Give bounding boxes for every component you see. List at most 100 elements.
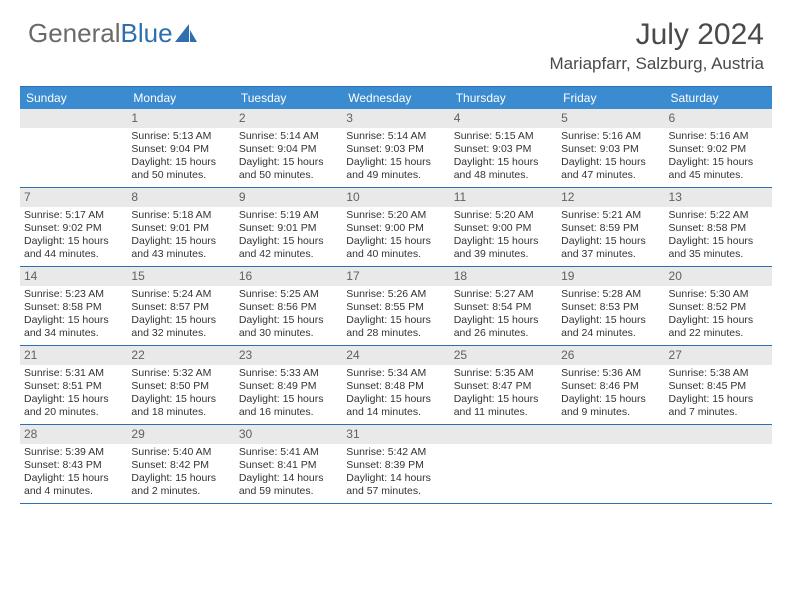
sunrise-text: Sunrise: 5:20 AM [346,209,445,222]
sunset-text: Sunset: 8:48 PM [346,380,445,393]
daylight-text: and 37 minutes. [561,248,660,261]
daylight-text: Daylight: 15 hours [239,235,338,248]
empty-cell [20,109,127,187]
daylight-text: and 43 minutes. [131,248,230,261]
daylight-text: and 48 minutes. [454,169,553,182]
day-number: 1 [127,109,234,128]
sunset-text: Sunset: 9:00 PM [346,222,445,235]
daylight-text: and 50 minutes. [131,169,230,182]
sunrise-text: Sunrise: 5:14 AM [346,130,445,143]
sunset-text: Sunset: 8:51 PM [24,380,123,393]
day-number: 7 [20,188,127,207]
day-cell: 29Sunrise: 5:40 AMSunset: 8:42 PMDayligh… [127,425,234,503]
daylight-text: and 47 minutes. [561,169,660,182]
week-row: 21Sunrise: 5:31 AMSunset: 8:51 PMDayligh… [20,346,772,425]
daylight-text: Daylight: 14 hours [346,472,445,485]
sunset-text: Sunset: 8:56 PM [239,301,338,314]
daylight-text: Daylight: 15 hours [561,393,660,406]
daylight-text: and 18 minutes. [131,406,230,419]
daylight-text: Daylight: 15 hours [131,472,230,485]
daylight-text: Daylight: 15 hours [346,393,445,406]
day-number: 27 [665,346,772,365]
daylight-text: and 14 minutes. [346,406,445,419]
day-cell: 16Sunrise: 5:25 AMSunset: 8:56 PMDayligh… [235,267,342,345]
day-number: 14 [20,267,127,286]
day-number [665,425,772,444]
sunset-text: Sunset: 9:03 PM [454,143,553,156]
daylight-text: and 20 minutes. [24,406,123,419]
dow-tue: Tuesday [235,87,342,109]
sunrise-text: Sunrise: 5:33 AM [239,367,338,380]
sunrise-text: Sunrise: 5:24 AM [131,288,230,301]
day-number: 22 [127,346,234,365]
month-title: July 2024 [550,18,764,52]
header: General Blue July 2024 Mariapfarr, Salzb… [0,0,792,78]
sunset-text: Sunset: 8:47 PM [454,380,553,393]
sunrise-text: Sunrise: 5:41 AM [239,446,338,459]
day-cell: 14Sunrise: 5:23 AMSunset: 8:58 PMDayligh… [20,267,127,345]
day-cell: 8Sunrise: 5:18 AMSunset: 9:01 PMDaylight… [127,188,234,266]
sunrise-text: Sunrise: 5:27 AM [454,288,553,301]
week-row: 7Sunrise: 5:17 AMSunset: 9:02 PMDaylight… [20,188,772,267]
day-number: 28 [20,425,127,444]
day-cell: 1Sunrise: 5:13 AMSunset: 9:04 PMDaylight… [127,109,234,187]
day-number: 12 [557,188,664,207]
day-number: 18 [450,267,557,286]
day-number: 3 [342,109,449,128]
weeks-container: 1Sunrise: 5:13 AMSunset: 9:04 PMDaylight… [20,109,772,504]
daylight-text: Daylight: 15 hours [669,156,768,169]
sunset-text: Sunset: 8:55 PM [346,301,445,314]
day-cell: 28Sunrise: 5:39 AMSunset: 8:43 PMDayligh… [20,425,127,503]
daylight-text: Daylight: 15 hours [346,235,445,248]
daylight-text: and 24 minutes. [561,327,660,340]
title-block: July 2024 Mariapfarr, Salzburg, Austria [550,18,764,74]
day-cell: 22Sunrise: 5:32 AMSunset: 8:50 PMDayligh… [127,346,234,424]
daylight-text: and 9 minutes. [561,406,660,419]
daylight-text: Daylight: 14 hours [239,472,338,485]
day-cell: 5Sunrise: 5:16 AMSunset: 9:03 PMDaylight… [557,109,664,187]
day-number [450,425,557,444]
daylight-text: Daylight: 15 hours [669,314,768,327]
day-number: 26 [557,346,664,365]
daylight-text: and 30 minutes. [239,327,338,340]
sunset-text: Sunset: 8:58 PM [669,222,768,235]
logo-blue-text: Blue [121,18,173,49]
daylight-text: Daylight: 15 hours [131,235,230,248]
day-cell: 19Sunrise: 5:28 AMSunset: 8:53 PMDayligh… [557,267,664,345]
day-of-week-header: Sunday Monday Tuesday Wednesday Thursday… [20,87,772,109]
day-number: 20 [665,267,772,286]
daylight-text: and 22 minutes. [669,327,768,340]
sunrise-text: Sunrise: 5:15 AM [454,130,553,143]
day-number: 23 [235,346,342,365]
sunrise-text: Sunrise: 5:42 AM [346,446,445,459]
day-cell: 18Sunrise: 5:27 AMSunset: 8:54 PMDayligh… [450,267,557,345]
day-number: 25 [450,346,557,365]
sunrise-text: Sunrise: 5:26 AM [346,288,445,301]
day-number: 30 [235,425,342,444]
day-number: 2 [235,109,342,128]
logo: General Blue [28,18,197,49]
sunset-text: Sunset: 9:01 PM [239,222,338,235]
day-cell: 20Sunrise: 5:30 AMSunset: 8:52 PMDayligh… [665,267,772,345]
sunset-text: Sunset: 9:03 PM [346,143,445,156]
day-number: 8 [127,188,234,207]
empty-cell [557,425,664,503]
sunset-text: Sunset: 8:59 PM [561,222,660,235]
sunset-text: Sunset: 8:49 PM [239,380,338,393]
sunset-text: Sunset: 8:39 PM [346,459,445,472]
daylight-text: and 16 minutes. [239,406,338,419]
day-number [557,425,664,444]
sunrise-text: Sunrise: 5:14 AM [239,130,338,143]
day-cell: 23Sunrise: 5:33 AMSunset: 8:49 PMDayligh… [235,346,342,424]
sunrise-text: Sunrise: 5:39 AM [24,446,123,459]
sunset-text: Sunset: 8:45 PM [669,380,768,393]
day-cell: 10Sunrise: 5:20 AMSunset: 9:00 PMDayligh… [342,188,449,266]
daylight-text: Daylight: 15 hours [561,314,660,327]
daylight-text: Daylight: 15 hours [561,235,660,248]
daylight-text: Daylight: 15 hours [131,314,230,327]
day-number: 17 [342,267,449,286]
sunrise-text: Sunrise: 5:16 AM [669,130,768,143]
week-row: 1Sunrise: 5:13 AMSunset: 9:04 PMDaylight… [20,109,772,188]
day-number: 31 [342,425,449,444]
dow-sun: Sunday [20,87,127,109]
